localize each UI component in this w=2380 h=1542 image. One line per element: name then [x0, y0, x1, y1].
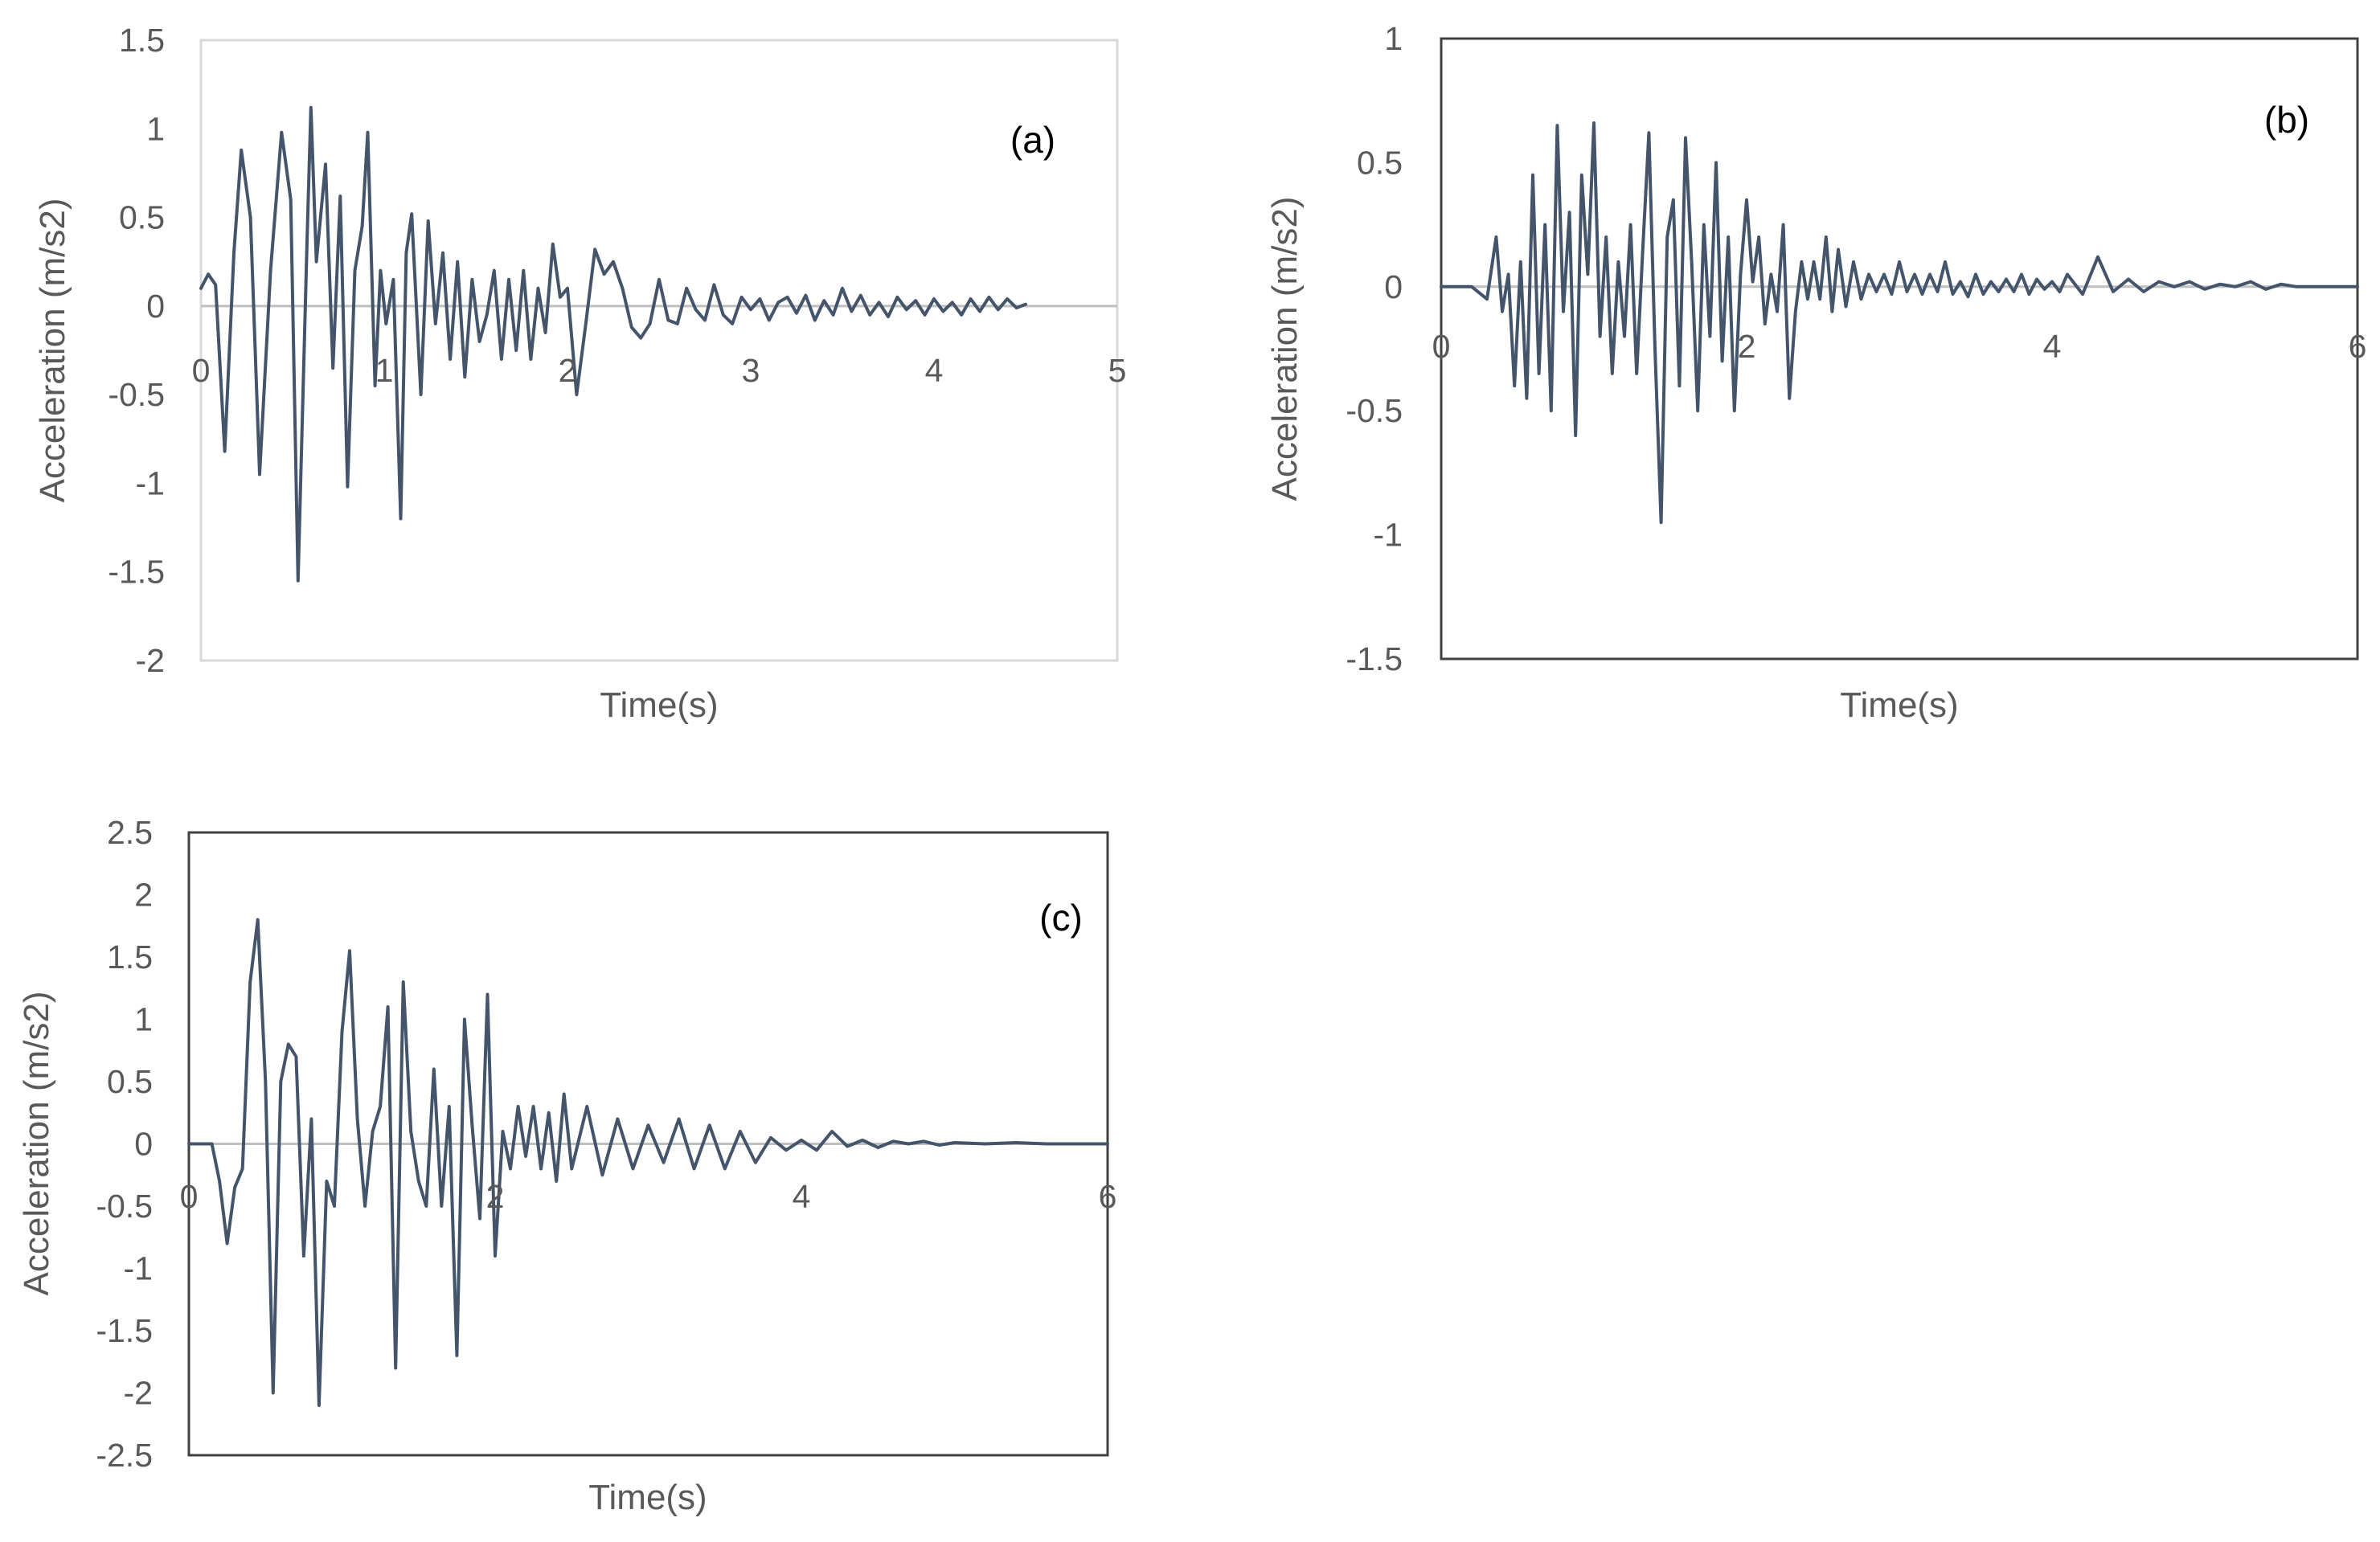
plot-area-frame: [199, 39, 1119, 662]
y-tick-label: -0.5: [108, 376, 165, 413]
plot-area-frame: [1440, 37, 2359, 661]
y-tick-label: 2.5: [107, 814, 153, 851]
y-tick-label: 1.5: [119, 22, 165, 59]
x-tick-label: 6: [1099, 1178, 1117, 1215]
x-tick-label: 2: [486, 1178, 505, 1215]
x-tick-label: 0: [180, 1178, 199, 1215]
y-tick-label: 1: [134, 1001, 153, 1038]
y-tick-label: -2: [136, 642, 165, 679]
chart-panel-c: 2.5 2 1.5 1 0.5 0 -0.5 -1 -1.5 -2 -2.5 0 2 4 6 (c) Tim…: [0, 787, 1149, 1542]
x-axis-title: Time(s): [1840, 685, 1958, 725]
x-tick-label: 2: [1738, 328, 1756, 365]
chart-b-svg: 1 0.5 0 -0.5 -1 -1.5 0 2 4 6 (b) Time(s) Accelera…: [1265, 20, 2367, 725]
panel-label: (c): [1039, 897, 1083, 939]
y-tick-label: 0: [146, 288, 165, 325]
y-tick-label: -1.5: [96, 1312, 153, 1349]
y-tick-label: 1.5: [107, 939, 153, 976]
y-tick-label: -1.5: [1346, 640, 1403, 677]
y-tick-label: 0: [134, 1126, 153, 1163]
y-tick-label: 0.5: [107, 1063, 153, 1100]
y-tick-label: -1: [136, 464, 165, 501]
x-tick-label: 4: [925, 352, 944, 389]
x-tick-label: 6: [2349, 328, 2367, 365]
y-axis-title: Acceleration (m/s2): [17, 991, 56, 1295]
y-tick-label: -0.5: [1346, 392, 1403, 429]
x-tick-label: 1: [375, 352, 394, 389]
y-tick-label: 1: [1384, 20, 1403, 57]
x-tick-label: 3: [742, 352, 760, 389]
panel-label: (b): [2264, 99, 2309, 141]
x-tick-label: 0: [1432, 328, 1451, 365]
series-line-acceleration: [1440, 121, 2359, 525]
y-tick-label: -2.5: [96, 1437, 153, 1474]
y-axis-title: Acceleration (m/s2): [1265, 196, 1305, 501]
chart-a-svg: 1.5 1 0.5 0 -0.5 -1 -1.5 -2 0 1 2 3 4 5 (a) Time(s) A…: [33, 22, 1127, 725]
panel-label: (a): [1010, 119, 1055, 161]
y-tick-label: -1: [1374, 517, 1403, 554]
y-tick-label: 2: [134, 877, 153, 914]
x-tick-label: 2: [559, 352, 577, 389]
y-tick-label: 0.5: [1357, 144, 1403, 181]
x-axis-title: Time(s): [600, 685, 718, 725]
y-tick-label: -0.5: [96, 1188, 153, 1225]
y-tick-label: 0: [1384, 268, 1403, 305]
x-tick-label: 4: [793, 1178, 811, 1215]
x-axis-title: Time(s): [588, 1478, 707, 1517]
y-tick-label: 1: [146, 110, 165, 147]
chart-panel-a: 1.5 1 0.5 0 -0.5 -1 -1.5 -2 0 1 2 3 4 5 (a) Time(s) A…: [0, 0, 1149, 739]
x-tick-label: 0: [192, 352, 211, 389]
y-tick-label: -2: [124, 1375, 153, 1412]
series-line-acceleration: [199, 105, 1027, 583]
y-axis-title: Acceleration (m/s2): [33, 198, 72, 502]
x-tick-label: 4: [2043, 328, 2062, 365]
series-line-acceleration: [187, 918, 1109, 1407]
x-tick-label: 5: [1108, 352, 1127, 389]
chart-panel-b: 1 0.5 0 -0.5 -1 -1.5 0 2 4 6 (b) Time(s) Accelera…: [1238, 0, 2380, 739]
y-tick-label: 0.5: [119, 199, 165, 236]
chart-c-svg: 2.5 2 1.5 1 0.5 0 -0.5 -1 -1.5 -2 -2.5 0 2 4 6 (c) Tim…: [17, 814, 1117, 1517]
y-tick-label: -1.5: [108, 554, 165, 591]
y-tick-label: -1: [124, 1250, 153, 1287]
